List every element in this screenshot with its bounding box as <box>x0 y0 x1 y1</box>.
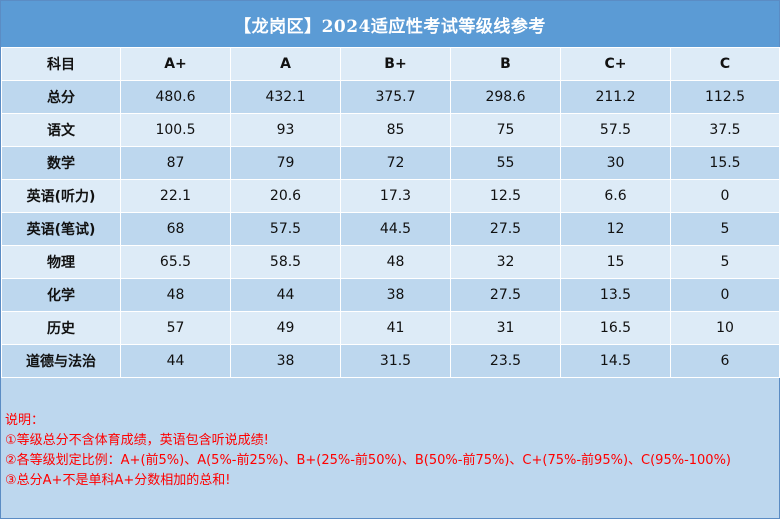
value-cell: 375.7 <box>340 80 451 114</box>
value-cell: 480.6 <box>120 80 231 114</box>
value-cell: 38 <box>230 344 341 378</box>
value-cell: 44 <box>120 344 231 378</box>
value-cell: 22.1 <box>120 179 231 213</box>
value-cell: 79 <box>230 146 341 180</box>
table-row: 化学 48 44 38 27.5 13.5 0 <box>1 278 780 312</box>
value-cell: 112.5 <box>670 80 780 114</box>
table-row: 总分 480.6 432.1 375.7 298.6 211.2 112.5 <box>1 80 780 114</box>
value-cell: 27.5 <box>450 212 561 246</box>
value-cell: 15.5 <box>670 146 780 180</box>
value-cell: 0 <box>670 278 780 312</box>
notes-heading: 说明： <box>5 413 45 428</box>
value-cell: 44.5 <box>340 212 451 246</box>
value-cell: 100.5 <box>120 113 231 147</box>
value-cell: 85 <box>340 113 451 147</box>
column-header: 科目 <box>1 47 121 81</box>
value-cell: 14.5 <box>560 344 671 378</box>
value-cell: 23.5 <box>450 344 561 378</box>
value-cell: 20.6 <box>230 179 341 213</box>
table-row: 物理 65.5 58.5 48 32 15 5 <box>1 245 780 279</box>
value-cell: 48 <box>340 245 451 279</box>
subject-cell: 道德与法治 <box>1 344 121 378</box>
page-title: 【龙岗区】2024适应性考试等级线参考 <box>1 1 779 47</box>
table-row: 英语(笔试) 68 57.5 44.5 27.5 12 5 <box>1 212 780 246</box>
value-cell: 432.1 <box>230 80 341 114</box>
value-cell: 57.5 <box>560 113 671 147</box>
value-cell: 44 <box>230 278 341 312</box>
column-header: A <box>230 47 341 81</box>
table-row: 道德与法治 44 38 31.5 23.5 14.5 6 <box>1 344 780 378</box>
notes-section: 说明： ①等级总分不含体育成绩，英语包含听说成绩! ②各等级划定比例：A+(前5… <box>5 411 731 491</box>
value-cell: 10 <box>670 311 780 345</box>
subject-cell: 总分 <box>1 80 121 114</box>
subject-cell: 语文 <box>1 113 121 147</box>
column-header: B <box>450 47 561 81</box>
value-cell: 17.3 <box>340 179 451 213</box>
subject-cell: 英语(笔试) <box>1 212 121 246</box>
note-item: ③总分A+不是单科A+分数相加的总和! <box>5 473 231 488</box>
value-cell: 298.6 <box>450 80 561 114</box>
value-cell: 75 <box>450 113 561 147</box>
value-cell: 30 <box>560 146 671 180</box>
value-cell: 55 <box>450 146 561 180</box>
value-cell: 5 <box>670 212 780 246</box>
column-header: B+ <box>340 47 451 81</box>
column-header: A+ <box>120 47 231 81</box>
value-cell: 93 <box>230 113 341 147</box>
value-cell: 87 <box>120 146 231 180</box>
value-cell: 211.2 <box>560 80 671 114</box>
value-cell: 72 <box>340 146 451 180</box>
value-cell: 41 <box>340 311 451 345</box>
value-cell: 49 <box>230 311 341 345</box>
value-cell: 5 <box>670 245 780 279</box>
column-header: C <box>670 47 780 81</box>
table-row: 语文 100.5 93 85 75 57.5 37.5 <box>1 113 780 147</box>
value-cell: 6 <box>670 344 780 378</box>
value-cell: 0 <box>670 179 780 213</box>
value-cell: 6.6 <box>560 179 671 213</box>
subject-cell: 物理 <box>1 245 121 279</box>
note-item: ①等级总分不含体育成绩，英语包含听说成绩! <box>5 433 269 448</box>
value-cell: 32 <box>450 245 561 279</box>
value-cell: 12.5 <box>450 179 561 213</box>
value-cell: 38 <box>340 278 451 312</box>
column-header: C+ <box>560 47 671 81</box>
note-item: ②各等级划定比例：A+(前5%)、A(5%-前25%)、B+(25%-前50%)… <box>5 453 731 468</box>
value-cell: 12 <box>560 212 671 246</box>
table-row: 历史 57 49 41 31 16.5 10 <box>1 311 780 345</box>
value-cell: 31.5 <box>340 344 451 378</box>
grade-table: 科目 A+ A B+ B C+ C 总分 480.6 432.1 375.7 2… <box>1 47 780 378</box>
value-cell: 16.5 <box>560 311 671 345</box>
subject-cell: 英语(听力) <box>1 179 121 213</box>
value-cell: 57.5 <box>230 212 341 246</box>
subject-cell: 化学 <box>1 278 121 312</box>
table-header-row: 科目 A+ A B+ B C+ C <box>1 47 780 81</box>
value-cell: 13.5 <box>560 278 671 312</box>
value-cell: 58.5 <box>230 245 341 279</box>
value-cell: 68 <box>120 212 231 246</box>
value-cell: 65.5 <box>120 245 231 279</box>
value-cell: 37.5 <box>670 113 780 147</box>
value-cell: 15 <box>560 245 671 279</box>
table-row: 英语(听力) 22.1 20.6 17.3 12.5 6.6 0 <box>1 179 780 213</box>
table-row: 数学 87 79 72 55 30 15.5 <box>1 146 780 180</box>
subject-cell: 数学 <box>1 146 121 180</box>
value-cell: 48 <box>120 278 231 312</box>
subject-cell: 历史 <box>1 311 121 345</box>
value-cell: 57 <box>120 311 231 345</box>
value-cell: 31 <box>450 311 561 345</box>
value-cell: 27.5 <box>450 278 561 312</box>
